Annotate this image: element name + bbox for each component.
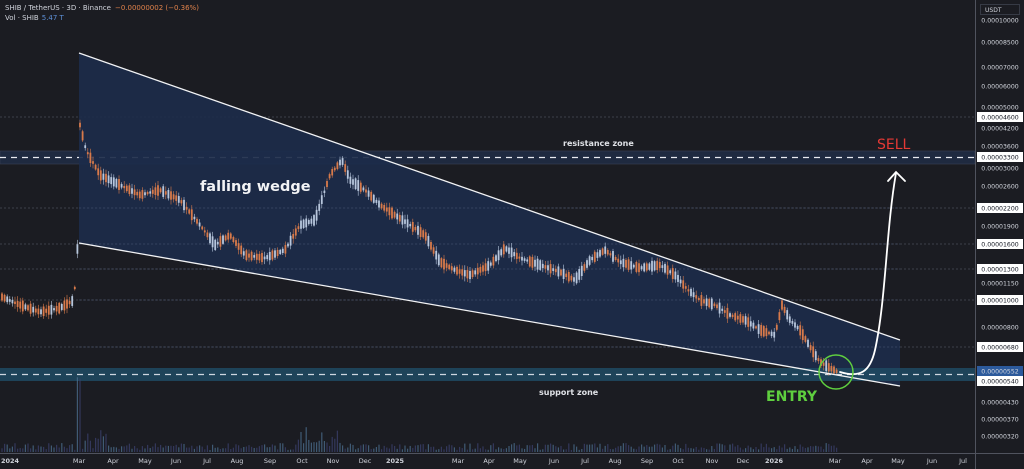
time-tick: Jun bbox=[548, 457, 559, 465]
time-tick: Apr bbox=[483, 457, 495, 465]
time-tick: Nov bbox=[706, 457, 719, 465]
price-tick: 0.00001900 bbox=[981, 224, 1018, 231]
volume-label: Vol · SHIB bbox=[5, 14, 39, 22]
price-tick: 0.00000540 bbox=[981, 379, 1018, 386]
time-tick: Mar bbox=[829, 457, 842, 465]
time-tick: Dec bbox=[737, 457, 750, 465]
symbol-title: SHIB / TetherUS · 3D · Binance bbox=[5, 4, 111, 12]
time-tick: Oct bbox=[296, 457, 308, 465]
price-tick: 0.00008500 bbox=[981, 40, 1018, 47]
time-tick: Apr bbox=[107, 457, 119, 465]
price-tick: 0.00007000 bbox=[981, 65, 1018, 72]
price-tick: 0.00001150 bbox=[981, 281, 1018, 288]
support-zone-label: support zone bbox=[539, 388, 599, 397]
time-tick: May bbox=[138, 457, 152, 465]
price-tick: 0.00006000 bbox=[981, 84, 1018, 91]
time-tick: May bbox=[513, 457, 527, 465]
time-tick: Aug bbox=[231, 457, 244, 465]
price-change: −0.00000002 (−0.36%) bbox=[114, 4, 199, 12]
currency-label[interactable]: USDT bbox=[980, 4, 1020, 15]
symbol-header[interactable]: SHIB / TetherUS · 3D · Binance −0.0000000… bbox=[5, 4, 199, 12]
time-tick: 2024 bbox=[1, 457, 20, 465]
time-tick: Aug bbox=[609, 457, 622, 465]
price-tick: 0.00000320 bbox=[981, 434, 1018, 441]
time-tick: Sep bbox=[641, 457, 653, 465]
price-tick: 0.00003600 bbox=[981, 144, 1018, 151]
projection-arrow[interactable] bbox=[839, 170, 906, 376]
time-tick: 2026 bbox=[765, 457, 784, 465]
price-tick: 0.00010000 bbox=[981, 18, 1018, 25]
time-tick: Sep bbox=[264, 457, 276, 465]
time-tick: Jun bbox=[170, 457, 181, 465]
price-tick: 0.00002200 bbox=[981, 206, 1018, 213]
volume-header[interactable]: Vol · SHIB 5.47 T bbox=[5, 14, 64, 22]
price-tick: 0.00004600 bbox=[981, 115, 1018, 122]
price-tick: 0.00000430 bbox=[981, 400, 1018, 407]
price-tick: 0.00004200 bbox=[981, 126, 1018, 133]
candlestick-series bbox=[1, 119, 838, 376]
price-tick: 0.00000800 bbox=[981, 325, 1018, 332]
price-axis[interactable]: 0.00010000 0.00008500 0.00007000 0.00006000… bbox=[977, 18, 1023, 441]
price-tick: 0.00003000 bbox=[981, 166, 1018, 173]
support-zone[interactable] bbox=[0, 368, 975, 381]
time-tick: Jul bbox=[580, 457, 589, 465]
price-tick: 0.00001600 bbox=[981, 242, 1018, 249]
price-tick: 0.00001000 bbox=[981, 298, 1018, 305]
time-tick: Dec bbox=[359, 457, 372, 465]
time-tick: Apr bbox=[861, 457, 873, 465]
wedge-trendlines[interactable] bbox=[78, 52, 901, 387]
price-tick: 0.00003300 bbox=[981, 155, 1018, 162]
price-tick: 0.00002600 bbox=[981, 184, 1018, 191]
price-tick: 0.00000680 bbox=[981, 345, 1018, 352]
time-tick: May bbox=[891, 457, 905, 465]
price-tick: 0.00000552 bbox=[981, 369, 1018, 376]
time-tick: Jul bbox=[202, 457, 211, 465]
time-tick: Jul bbox=[958, 457, 967, 465]
sell-label: SELL bbox=[877, 137, 911, 153]
resistance-zone-label: resistance zone bbox=[563, 139, 634, 148]
time-tick: Nov bbox=[327, 457, 340, 465]
time-tick: Jun bbox=[926, 457, 937, 465]
falling-wedge-label: falling wedge bbox=[200, 179, 311, 195]
falling-wedge-shape[interactable] bbox=[79, 53, 900, 386]
price-tick: 0.00005000 bbox=[981, 105, 1018, 112]
time-tick: Oct bbox=[672, 457, 684, 465]
time-tick: Mar bbox=[452, 457, 465, 465]
entry-label: ENTRY bbox=[766, 389, 818, 405]
volume-value: 5.47 T bbox=[41, 14, 64, 22]
price-tick: 0.00001300 bbox=[981, 267, 1018, 274]
volume-series bbox=[1, 377, 838, 452]
time-axis[interactable]: 2024 Mar Apr May Jun Jul Aug Sep Oct Nov Dec 2025 Ma… bbox=[1, 457, 967, 465]
time-tick: 2025 bbox=[386, 457, 405, 465]
entry-circle[interactable] bbox=[818, 354, 854, 390]
price-tick: 0.00000370 bbox=[981, 417, 1018, 424]
time-tick: Mar bbox=[73, 457, 86, 465]
